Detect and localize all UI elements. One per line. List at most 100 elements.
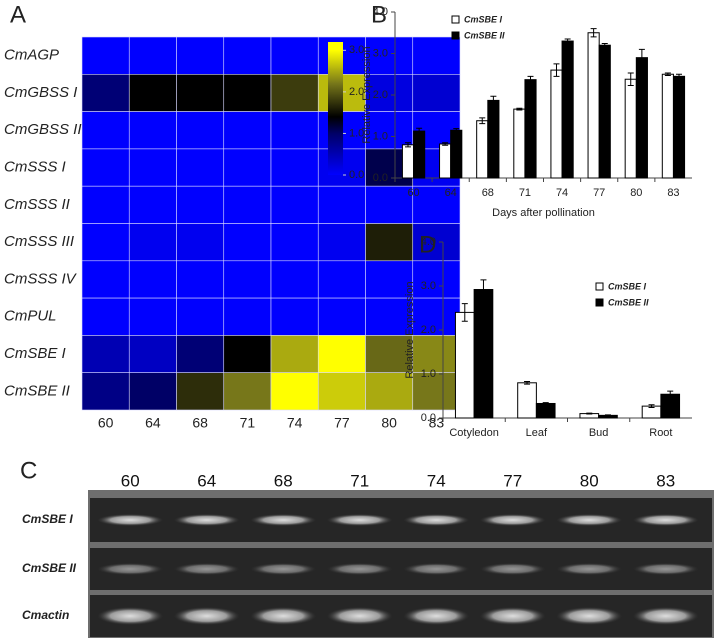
legend-swatch	[451, 15, 460, 24]
panel-label: C	[20, 457, 37, 484]
y-axis-title: Relative Expression	[361, 46, 373, 143]
gel-band	[97, 563, 164, 575]
error-bar	[461, 303, 468, 322]
bar	[450, 129, 463, 179]
x-tick-label: 64	[445, 187, 457, 199]
heat-cell	[128, 223, 177, 262]
heat-cell	[223, 335, 272, 373]
gel-band	[479, 563, 546, 575]
bar	[587, 32, 600, 179]
heat-cell	[81, 111, 130, 150]
x-tick-label: Bud	[589, 427, 609, 439]
heat-cell	[270, 36, 319, 75]
x-tick-label: Leaf	[526, 427, 548, 439]
error-bar	[601, 43, 608, 48]
bar	[487, 99, 500, 179]
heat-cell	[317, 297, 366, 336]
x-tick-label: 68	[482, 187, 494, 199]
row-label: CmSSS II	[4, 196, 70, 213]
error-bar	[648, 404, 655, 408]
colorbar	[328, 42, 343, 175]
heat-cell	[176, 223, 225, 262]
gel-band	[250, 563, 317, 575]
panel-label: A	[10, 1, 26, 28]
heat-cell	[176, 185, 225, 224]
heat-cell	[223, 36, 272, 75]
lane-label: 68	[274, 471, 293, 490]
error-bar	[524, 380, 531, 385]
heat-cell	[270, 223, 319, 262]
heat-cell	[412, 372, 461, 411]
heat-cell	[270, 260, 319, 299]
heat-cell	[81, 335, 130, 373]
gel-band	[632, 514, 699, 526]
heat-cell	[176, 372, 225, 411]
gel-band	[403, 563, 470, 575]
heat-cell	[223, 297, 272, 336]
heat-cell	[365, 36, 414, 75]
row-label: CmSSS I	[4, 159, 66, 176]
heat-cell	[176, 297, 225, 336]
gel-row-label: CmSBE I	[22, 512, 73, 526]
heat-cell	[317, 260, 366, 299]
gel-band	[556, 514, 623, 526]
gel-band	[556, 563, 623, 575]
column-label: 68	[192, 415, 208, 431]
error-bar	[527, 75, 534, 84]
bar	[517, 382, 537, 419]
x-tick-label: 80	[630, 187, 642, 199]
row-label: CmGBSS II	[4, 121, 82, 138]
row-label: CmAGP	[4, 47, 59, 64]
heat-cell	[223, 74, 272, 112]
gel-band	[250, 514, 317, 526]
colorbar-tick-label: 0.0	[349, 169, 364, 181]
heat-cell	[81, 260, 130, 299]
column-label: 80	[381, 415, 397, 431]
lane-label: 77	[503, 471, 522, 490]
bar	[624, 78, 637, 179]
gel-row-label: Cmactin	[22, 608, 69, 622]
error-bar	[627, 72, 634, 86]
heat-cell	[223, 148, 272, 187]
heat-cell	[317, 372, 366, 411]
heat-cell	[128, 185, 177, 224]
lane-label: 80	[580, 471, 599, 490]
gel-row-label: CmSBE II	[22, 561, 77, 575]
gel-band	[326, 607, 393, 625]
gel-band	[479, 607, 546, 625]
heat-cell	[317, 335, 366, 373]
colorbar-tick-label: 1.0	[349, 127, 364, 139]
error-bar	[604, 414, 611, 417]
error-bar	[516, 107, 523, 111]
gel-band	[173, 607, 240, 625]
heat-cell	[270, 185, 319, 224]
error-bar	[479, 117, 486, 125]
legend-label: CmSBE I	[464, 14, 503, 24]
bar	[635, 57, 648, 179]
column-label: 77	[334, 415, 350, 431]
heat-cell	[81, 223, 130, 262]
y-axis-title: Relative Expression	[404, 281, 416, 378]
gel-band	[97, 607, 164, 625]
heat-cell	[412, 260, 461, 299]
legend-label: CmSBE I	[608, 281, 647, 291]
error-bar	[416, 127, 423, 135]
x-tick-label: 60	[407, 187, 419, 199]
error-bar	[542, 402, 549, 405]
heat-cell	[412, 297, 461, 336]
row-label: CmSSS III	[4, 233, 74, 250]
heat-cell	[128, 111, 177, 150]
heat-cell	[128, 74, 177, 112]
panel-label: D	[419, 231, 436, 258]
heat-cell	[223, 185, 272, 224]
error-bar	[586, 412, 593, 415]
bar	[598, 44, 611, 179]
heat-cell	[412, 223, 461, 262]
legend-label: CmSBE II	[464, 30, 505, 40]
heat-cell	[365, 111, 414, 150]
error-bar	[564, 38, 571, 44]
heat-cell	[176, 111, 225, 150]
y-tick-label: 4.0	[373, 6, 388, 18]
gel-band	[173, 563, 240, 575]
y-tick-label: 2.0	[373, 89, 388, 101]
